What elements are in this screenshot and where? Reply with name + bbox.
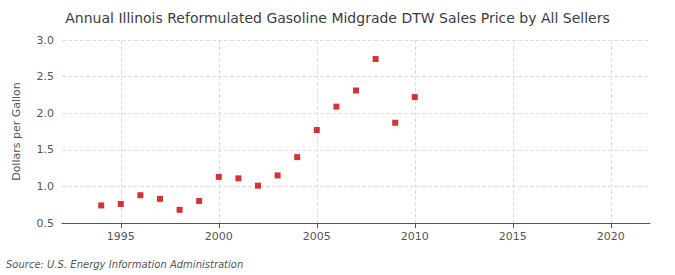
svg-text:2015: 2015 [499,230,527,243]
svg-text:2010: 2010 [401,230,429,243]
svg-text:2.0: 2.0 [37,107,55,120]
svg-text:2020: 2020 [597,230,625,243]
svg-text:Source: U.S. Energy Informatio: Source: U.S. Energy Information Administ… [6,259,243,270]
svg-text:Annual Illinois Reformulated G: Annual Illinois Reformulated Gasoline Mi… [65,10,609,26]
svg-text:1.0: 1.0 [37,180,55,193]
svg-text:Dollars per Gallon: Dollars per Gallon [10,82,23,181]
svg-text:2.5: 2.5 [37,70,55,83]
svg-text:2000: 2000 [205,230,233,243]
svg-text:1995: 1995 [107,230,135,243]
svg-text:3.0: 3.0 [37,34,55,47]
svg-text:1.5: 1.5 [37,143,55,156]
svg-text:0.5: 0.5 [37,217,55,230]
svg-text:2005: 2005 [303,230,331,243]
